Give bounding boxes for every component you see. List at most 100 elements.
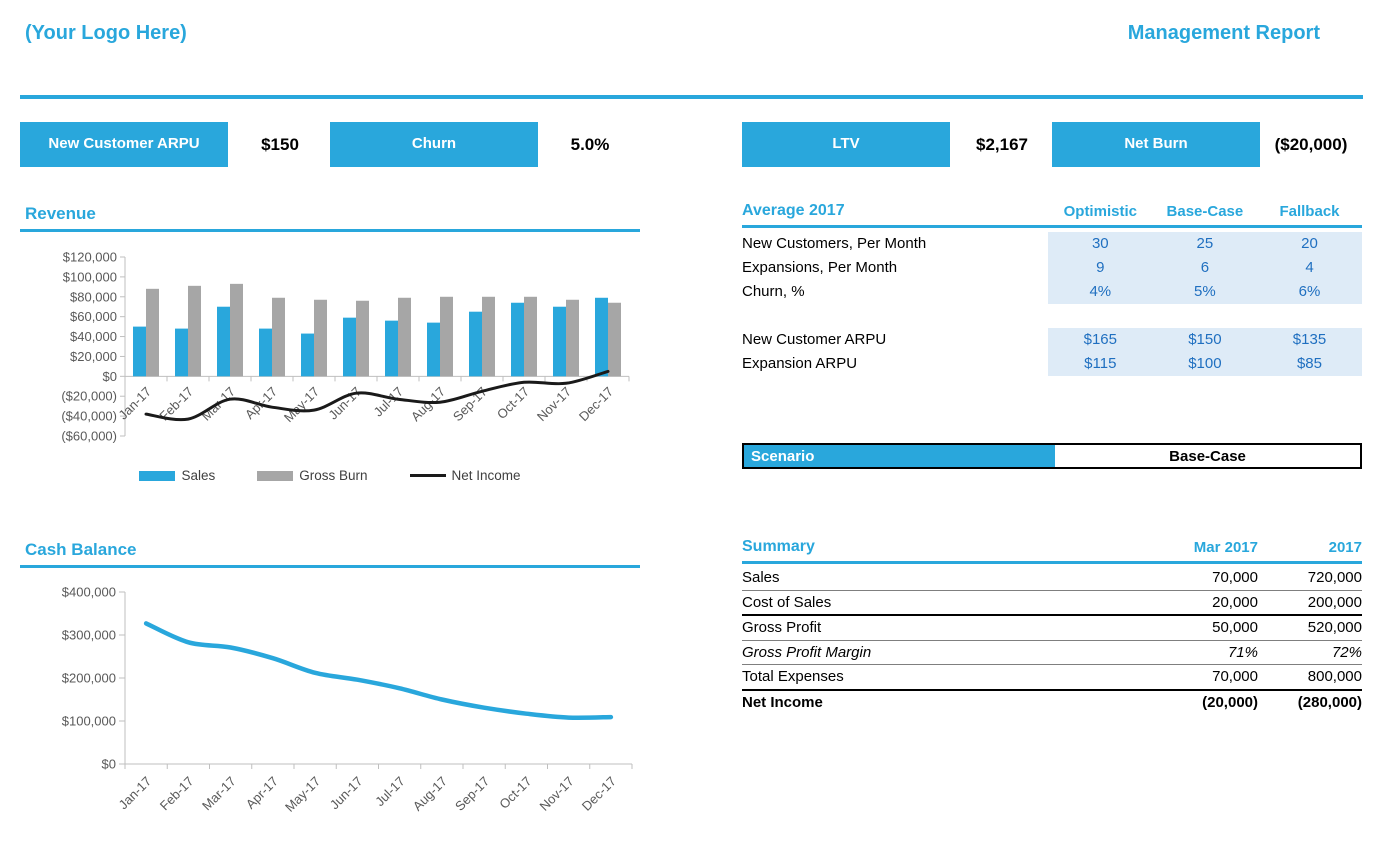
column-header-2017: 2017 (1328, 539, 1362, 556)
row-label: Churn, % (742, 283, 805, 300)
scenario-value-selector[interactable]: Base-Case (1055, 445, 1360, 467)
kpi-box-ltv: LTV (742, 122, 950, 167)
revenue-bar-sales (553, 306, 566, 377)
summary-value-cell: 720,000 (1307, 569, 1362, 586)
row-label: Gross Profit (742, 619, 822, 636)
x-axis-month-label: Nov-17 (534, 384, 574, 424)
summary-value-cell: 50,000 (1212, 619, 1258, 636)
revenue-bar-gross-burn (146, 288, 159, 377)
average-table-body: New Customers, Per Month 30 25 20 Expansions… (742, 228, 1362, 376)
revenue-bar-sales (133, 326, 146, 377)
header-divider (20, 95, 1363, 99)
summary-value-cell: (280,000) (1297, 693, 1362, 711)
kpi-value-new-customer-arpu: $150 (261, 134, 299, 154)
summary-value-cell: 200,000 (1307, 593, 1362, 611)
cash-balance-chart: $400,000 $300,000 $200,000 $100,000 $0Jan-17… (62, 585, 633, 815)
revenue-bar-gross-burn (188, 285, 201, 377)
revenue-section-title: Revenue (25, 204, 96, 223)
x-axis-month-label: Dec-17 (579, 774, 619, 814)
assumption-cell: $165 (1048, 328, 1153, 352)
table-row: Sales 70,000 720,000 (742, 566, 1362, 591)
assumption-cell: 4% (1048, 280, 1153, 304)
x-axis-month-label: Apr-17 (242, 384, 280, 422)
assumption-cell: $135 (1257, 328, 1362, 352)
assumption-cell: $115 (1048, 352, 1153, 376)
y-axis-tick-label: $100,000 (63, 269, 117, 284)
revenue-bar-gross-burn (482, 296, 495, 377)
summary-table-header: Summary Mar 2017 2017 (742, 538, 1362, 564)
table-spacer-row (742, 304, 1362, 328)
summary-value-cell: 800,000 (1307, 668, 1362, 685)
table-row: Churn, % 4% 5% 6% (742, 280, 1362, 304)
y-axis-tick-label: $200,000 (62, 671, 116, 686)
revenue-bar-sales (427, 322, 440, 377)
revenue-bar-gross-burn (230, 283, 243, 377)
table-row: New Customer ARPU $165 $150 $135 (742, 328, 1362, 352)
assumption-cell: $85 (1257, 352, 1362, 376)
table-row: Cost of Sales 20,000 200,000 (742, 591, 1362, 616)
column-header-base-case: Base-Case (1166, 203, 1244, 220)
y-axis-tick-label: $100,000 (62, 714, 116, 729)
assumption-cell: 20 (1257, 232, 1362, 256)
x-axis-month-label: Dec-17 (576, 384, 616, 424)
y-axis-tick-label: ($20,000) (61, 389, 117, 404)
revenue-bar-gross-burn (440, 296, 453, 377)
cash-balance-section-title: Cash Balance (25, 540, 137, 559)
row-label: Cost of Sales (742, 593, 832, 611)
legend-label-gross-burn: Gross Burn (299, 468, 368, 483)
y-axis-tick-label: $400,000 (62, 585, 116, 600)
summary-value-cell: 72% (1331, 643, 1362, 661)
y-axis-tick-label: $60,000 (70, 309, 117, 324)
y-axis-tick-label: $40,000 (70, 329, 117, 344)
revenue-bar-gross-burn (524, 296, 537, 377)
kpi-box-churn: Churn (330, 122, 538, 167)
revenue-bar-gross-burn (314, 299, 327, 377)
net-income-swatch (409, 473, 446, 478)
table-row: Gross Profit Margin 71% 72% (742, 641, 1362, 665)
y-axis-tick-label: ($40,000) (61, 409, 117, 424)
average-table-header: Average 2017 Optimistic Base-Case Fallba… (742, 202, 1362, 228)
row-label: Sales (742, 569, 780, 586)
legend-item-gross-burn: Gross Burn (257, 468, 368, 483)
row-label: New Customers, Per Month (742, 235, 927, 252)
row-label: Total Expenses (742, 668, 844, 685)
revenue-bar-sales (595, 297, 608, 377)
y-axis-tick-label: $0 (102, 757, 116, 772)
x-axis-month-label: Aug-17 (408, 384, 448, 424)
kpi-value-churn: 5.0% (570, 134, 610, 154)
column-header-fallback: Fallback (1279, 203, 1340, 220)
revenue-bar-gross-burn (398, 297, 411, 377)
x-axis-month-label: Sep-17 (452, 774, 492, 814)
revenue-bar-gross-burn (272, 297, 285, 377)
revenue-bar-sales (343, 317, 356, 377)
assumption-cell: 5% (1152, 280, 1258, 304)
y-axis-tick-label: $300,000 (62, 628, 116, 643)
summary-value-cell: 71% (1227, 643, 1258, 661)
x-axis-month-label: Oct-17 (494, 384, 532, 422)
summary-table-title: Summary (742, 538, 815, 555)
cash-balance-line (143, 621, 614, 720)
y-axis-tick-label: ($60,000) (61, 429, 117, 444)
revenue-title-rule (20, 229, 640, 232)
legend-item-sales: Sales (139, 468, 215, 483)
assumption-cell: 6 (1152, 256, 1258, 280)
scenario-bar: Scenario Base-Case (742, 443, 1362, 469)
row-label: Expansions, Per Month (742, 259, 898, 276)
summary-table-body: Sales 70,000 720,000 Cost of Sales 20,000 200… (742, 564, 1362, 714)
x-axis-month-label: Jan-17 (115, 384, 154, 423)
x-axis-month-label: Oct-17 (496, 774, 534, 812)
revenue-bar-gross-burn (608, 302, 621, 377)
column-header-mar-2017: Mar 2017 (1193, 539, 1258, 556)
column-header-optimistic: Optimistic (1063, 203, 1137, 220)
row-label: Net Income (742, 693, 823, 711)
kpi-value-ltv: $2,167 (976, 134, 1028, 154)
x-axis-month-label: Jun-17 (327, 774, 366, 813)
y-axis-tick-label: $0 (103, 369, 117, 384)
x-axis-month-label: Aug-17 (410, 774, 450, 814)
summary-value-cell: 70,000 (1212, 569, 1258, 586)
legend-label-net-income: Net Income (451, 468, 521, 483)
revenue-bar-sales (511, 302, 524, 377)
average-2017-table: Average 2017 Optimistic Base-Case Fallba… (742, 202, 1362, 376)
kpi-box-new-customer-arpu: New Customer ARPU (20, 122, 228, 167)
revenue-bar-gross-burn (566, 299, 579, 377)
